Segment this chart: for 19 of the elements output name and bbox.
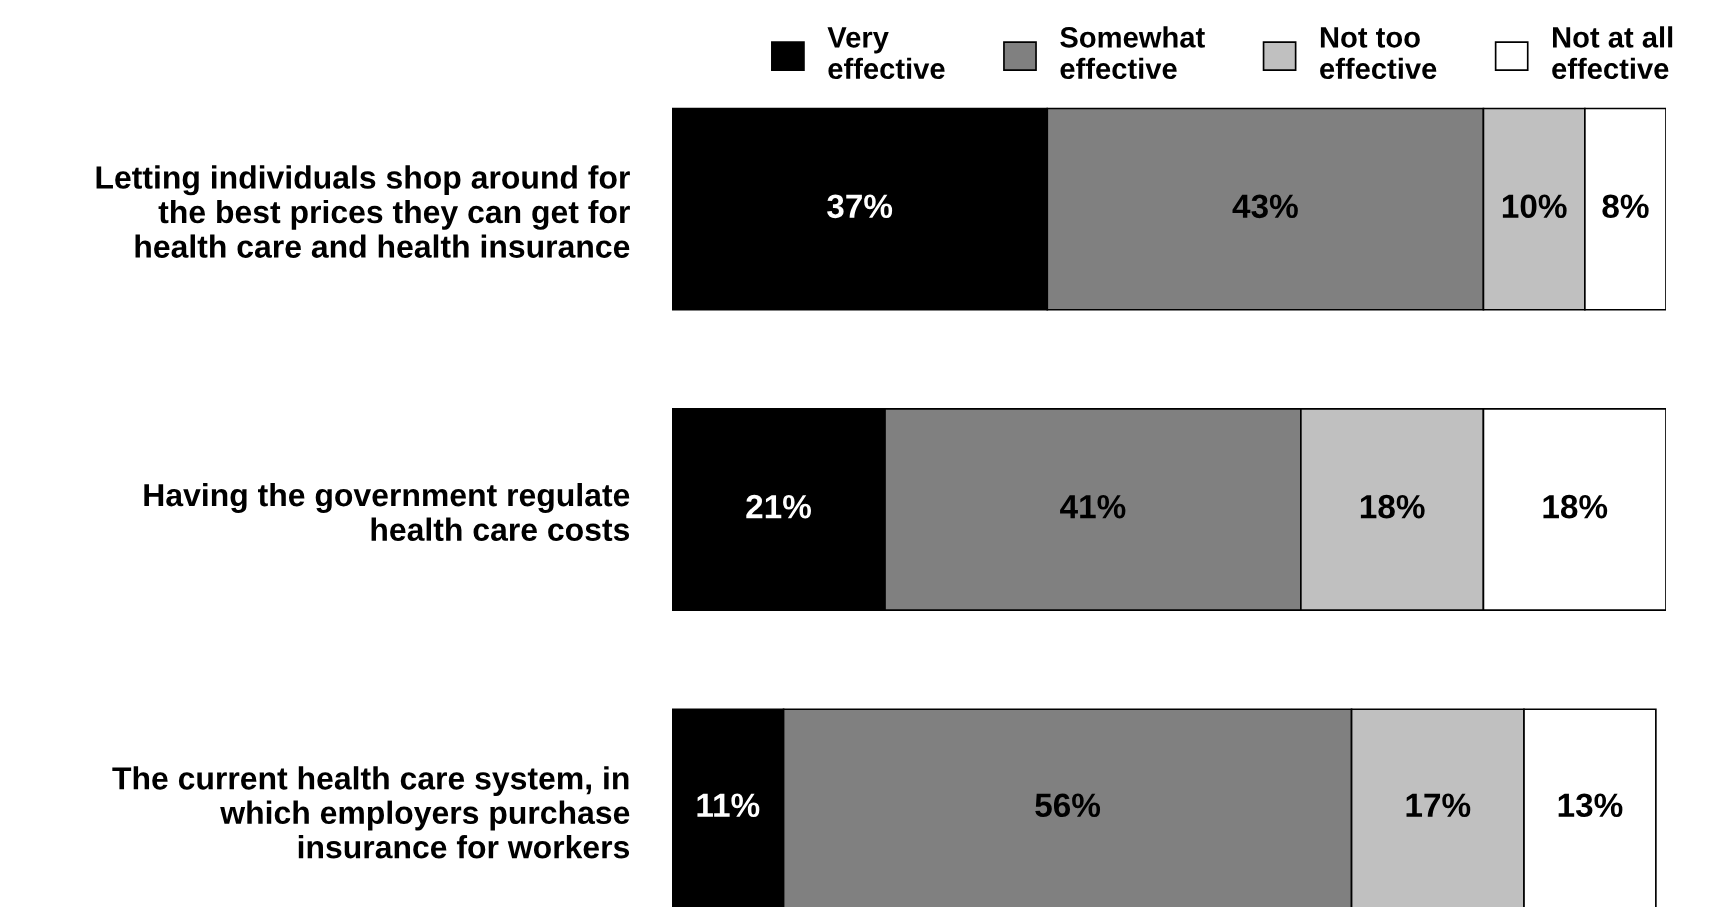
y-tick-label: The current health care system, in which employers purchase insurance for workers: [112, 766, 630, 859]
y-tick-label: Letting individuals shop around for the best prices they can get for health care and health insurance: [96, 165, 630, 258]
legend-label: Very effective: [827, 27, 945, 80]
y-tick-label: Having the government regulate health care costs: [144, 482, 630, 541]
data-label: 41%: [1060, 494, 1126, 519]
legend-label: Not too effective: [1320, 27, 1437, 80]
data-label: 18%: [1360, 494, 1425, 519]
data-label: 21%: [746, 494, 811, 519]
legend-label: Somewhat effective: [1060, 26, 1205, 80]
data-label: 11%: [697, 793, 760, 818]
data-label: 37%: [827, 194, 893, 219]
data-label: 10%: [1502, 194, 1567, 219]
data-label: 56%: [1035, 793, 1101, 818]
data-label: 17%: [1406, 793, 1471, 818]
data-label: 8%: [1602, 194, 1649, 219]
data-label: 43%: [1232, 194, 1298, 219]
data-label: 18%: [1543, 494, 1608, 519]
legend-label: Not at all effective: [1552, 26, 1673, 80]
data-label: 13%: [1558, 793, 1623, 818]
